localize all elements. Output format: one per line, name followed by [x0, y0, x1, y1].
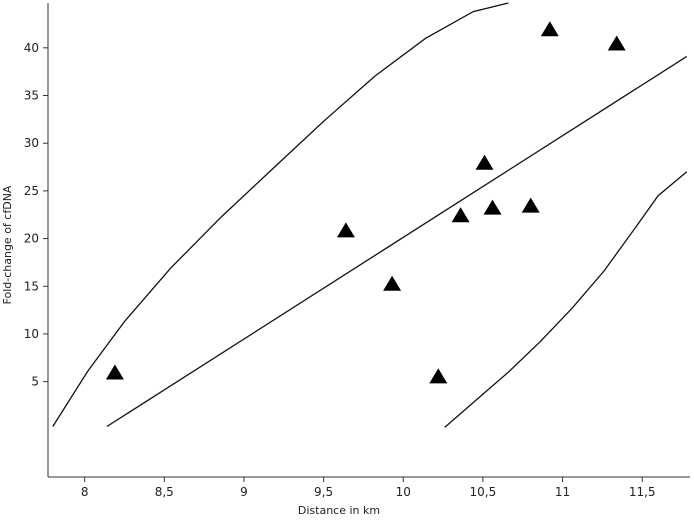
x-tick-label: 9,5	[314, 485, 333, 499]
x-tick-label: 10,5	[470, 485, 497, 499]
data-point-triangle	[483, 199, 502, 215]
x-tick-label: 11	[555, 485, 570, 499]
y-tick-label: 15	[24, 279, 39, 293]
data-point-triangle	[540, 21, 559, 37]
y-tick-label: 25	[24, 184, 39, 198]
x-tick-label: 8	[81, 485, 89, 499]
y-tick-label: 20	[24, 232, 39, 246]
data-point-triangle	[105, 364, 124, 380]
curves-layer	[52, 2, 688, 428]
x-tick-label: 10	[396, 485, 411, 499]
upper-band-line	[52, 2, 509, 427]
data-point-triangle	[429, 368, 448, 384]
ticks-layer: 8 8,5 9 9,5 10 10,5 11 11,5 5 10 15 20 25 30 35 40	[24, 41, 656, 499]
y-tick-label: 35	[24, 89, 39, 103]
data-point-triangle	[383, 275, 402, 291]
lower-band-line	[444, 171, 688, 428]
fit-line	[106, 55, 688, 428]
y-axis-title: Fold-change of cfDNA	[1, 185, 14, 304]
y-tick-label: 10	[24, 327, 39, 341]
y-tick-label: 40	[24, 41, 39, 55]
x-tick-label: 11,5	[629, 485, 656, 499]
data-point-triangle	[475, 154, 494, 170]
data-point-triangle	[451, 207, 470, 223]
axes-layer	[47, 3, 690, 478]
x-tick-label: 8,5	[155, 485, 174, 499]
markers-layer	[105, 21, 626, 384]
x-axis-title: Distance in km	[298, 504, 380, 517]
data-point-triangle	[521, 197, 540, 213]
data-point-triangle	[336, 222, 355, 238]
y-tick-label: 30	[24, 136, 39, 150]
x-tick-label: 9	[240, 485, 248, 499]
data-point-triangle	[607, 35, 626, 51]
y-tick-label: 5	[31, 375, 39, 389]
